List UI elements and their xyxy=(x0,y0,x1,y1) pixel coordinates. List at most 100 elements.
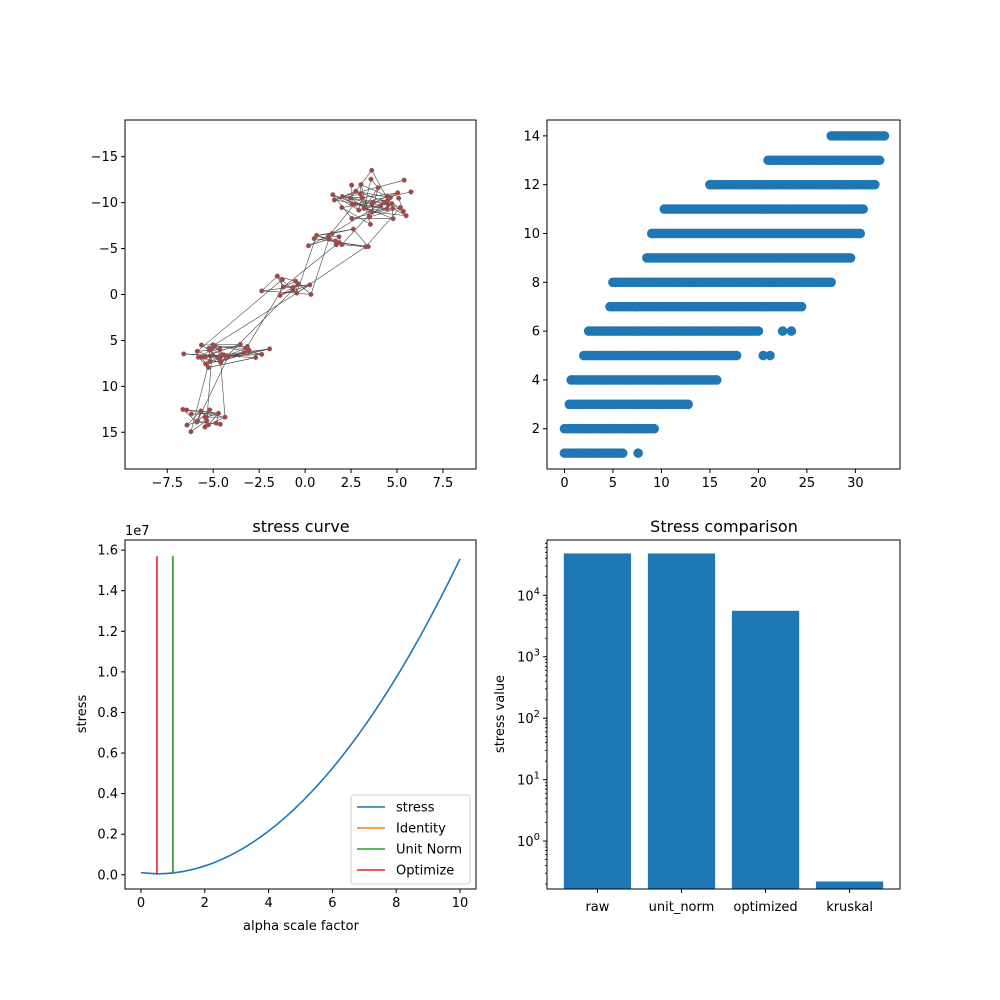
legend-label: Optimize xyxy=(396,864,454,879)
stress-curve-legend: stress Identity Unit Norm Optimize xyxy=(350,794,471,885)
network-node xyxy=(206,347,212,353)
stress-curve-y-ticks: 0.0 0.2 0.4 0.6 0.8 1.0 1.2 1.4 1.6 xyxy=(97,544,125,883)
scatter-y-ticks: 2 4 6 8 10 12 14 xyxy=(523,129,547,437)
scatter-point xyxy=(765,350,775,361)
stress-curve-lines xyxy=(140,556,461,875)
network-nodes xyxy=(180,167,414,435)
network-edge xyxy=(186,410,202,426)
network-node xyxy=(349,182,355,188)
network-node xyxy=(237,341,243,347)
scatter-point xyxy=(874,155,885,166)
x-tick-label: 25 xyxy=(799,476,816,491)
y-tick-label: 100 xyxy=(517,832,540,850)
network-node xyxy=(314,232,320,238)
y-tick-label: 10 xyxy=(101,380,118,395)
network-edge xyxy=(298,283,312,295)
scatter-point xyxy=(753,326,764,336)
scatter-point xyxy=(855,228,866,239)
network-edge xyxy=(197,279,283,352)
network-edge xyxy=(334,191,356,201)
network-node xyxy=(400,208,406,214)
network-edge xyxy=(363,203,388,209)
network-node xyxy=(217,355,223,361)
y-tick-exponent: 0 xyxy=(534,832,540,843)
stress-curve-offset-text: 1e7 xyxy=(125,524,150,539)
network-node xyxy=(401,177,407,183)
network-node xyxy=(279,277,285,283)
legend-label: Unit Norm xyxy=(396,843,462,858)
network-node xyxy=(218,359,224,365)
network-edge xyxy=(341,211,372,245)
network-node xyxy=(188,411,194,417)
x-tick-label: 2.5 xyxy=(341,476,362,491)
y-tick-base: 10 xyxy=(517,589,534,604)
y-tick-base: 10 xyxy=(517,712,534,727)
network-node xyxy=(396,195,402,201)
network-node xyxy=(210,352,216,358)
network-node xyxy=(356,207,362,213)
network-edge xyxy=(220,289,294,363)
y-tick-label: −5 xyxy=(99,242,118,257)
network-node xyxy=(403,213,409,219)
y-tick-label: 104 xyxy=(517,586,540,604)
x-tick-label: 7.5 xyxy=(433,476,454,491)
stress-comparison-axes-frame xyxy=(546,539,901,890)
y-tick-base: 10 xyxy=(517,651,534,666)
network-axes-frame xyxy=(124,119,477,470)
network-edge xyxy=(279,283,299,296)
x-tick-label: −7.5 xyxy=(151,476,183,491)
y-tick-label: 2 xyxy=(532,422,540,437)
network-node xyxy=(369,201,375,207)
network-node xyxy=(384,206,390,212)
y-tick-label: 5 xyxy=(110,334,118,349)
scatter-point xyxy=(826,277,836,288)
network-node xyxy=(274,273,280,279)
network-node xyxy=(369,167,375,173)
x-tick-label: 10 xyxy=(653,476,670,491)
network-node xyxy=(387,195,393,201)
network-node xyxy=(217,421,223,427)
network-node xyxy=(181,351,187,357)
network-edge xyxy=(220,362,226,418)
y-tick-label: 12 xyxy=(523,178,540,193)
scatter-points xyxy=(559,131,890,458)
network-node xyxy=(184,422,190,428)
network-node xyxy=(198,408,204,414)
scatter-point xyxy=(869,179,880,190)
network-edge xyxy=(392,208,407,217)
network-edge xyxy=(365,207,401,247)
stress-curve-axes-frame xyxy=(124,539,477,890)
network-x-ticks: −7.5 −5.0 −2.5 0.0 2.5 5.0 7.5 xyxy=(151,469,453,491)
network-edge xyxy=(296,246,366,294)
bar-kruskal xyxy=(815,881,884,889)
scatter-point xyxy=(879,131,890,141)
scatter-point xyxy=(649,423,659,434)
network-edge xyxy=(341,244,366,248)
network-node xyxy=(369,209,375,215)
x-tick-label: 5.0 xyxy=(387,476,408,491)
network-edge xyxy=(334,199,388,210)
network-edge xyxy=(186,409,226,418)
y-tick-label: 0.0 xyxy=(97,868,118,883)
stress-curve-ylabel: stress xyxy=(75,695,90,734)
network-node xyxy=(353,188,359,194)
stress-curve-title: stress curve xyxy=(252,517,349,536)
y-tick-label: 0.6 xyxy=(97,747,118,762)
x-tick-label: kruskal xyxy=(826,900,873,915)
stress-curve-panel: stress curve 0 2 4 6 8 10 0.0 0.2 0.4 0.6 0.8 1.0 1… xyxy=(75,517,477,934)
stress-comparison-panel: Stress comparison raw unit_norm optimized k… xyxy=(493,517,901,915)
stress-comparison-x-ticks: raw unit_norm optimized kruskal xyxy=(585,889,873,915)
scatter-point xyxy=(711,375,722,385)
network-edge xyxy=(354,191,412,205)
network-node xyxy=(215,410,221,416)
network-node xyxy=(357,191,363,197)
network-edge xyxy=(314,238,336,242)
network-node xyxy=(308,291,314,297)
network-node xyxy=(241,350,247,356)
network-edge xyxy=(334,193,361,201)
network-node xyxy=(225,354,231,360)
y-tick-exponent: 2 xyxy=(534,709,540,720)
scatter-panel: 0 5 10 15 20 25 30 2 4 6 8 10 12 14 xyxy=(523,119,901,491)
network-node xyxy=(195,418,201,424)
